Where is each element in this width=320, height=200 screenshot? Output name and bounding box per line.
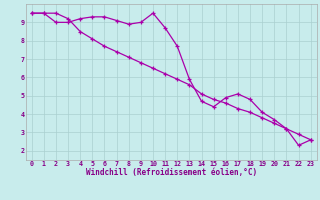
X-axis label: Windchill (Refroidissement éolien,°C): Windchill (Refroidissement éolien,°C): [86, 168, 257, 177]
